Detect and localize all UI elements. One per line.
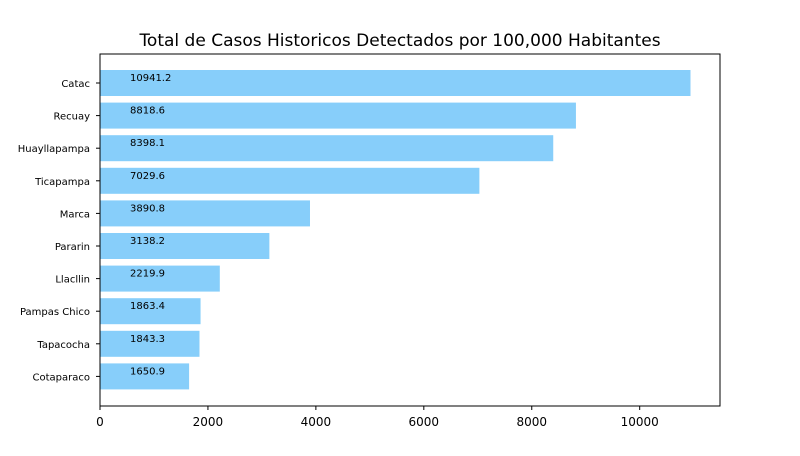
- chart-title: Total de Casos Historicos Detectados por…: [138, 31, 660, 51]
- bar-pampas-chico: [100, 298, 201, 325]
- bar-cotaparaco: [100, 363, 190, 390]
- bar-value-label: 1863.4: [130, 301, 165, 312]
- category-label: Cotaparaco: [33, 372, 90, 383]
- bar-value-label: 8398.1: [130, 138, 165, 149]
- x-tick-label: 8000: [516, 415, 547, 429]
- bar-tapacocha: [100, 330, 200, 357]
- bar-value-label: 10941.2: [130, 73, 171, 84]
- category-label: Catac: [61, 79, 90, 90]
- category-label: Pampas Chico: [20, 307, 90, 318]
- x-tick-label: 2000: [193, 415, 224, 429]
- category-label: Pararin: [55, 242, 90, 253]
- bar-marca: [100, 200, 310, 227]
- bar-catac: [100, 70, 691, 96]
- bar-value-label: 7029.6: [130, 171, 165, 182]
- category-label: Tapacocha: [36, 340, 90, 351]
- category-label: Recuay: [53, 112, 90, 123]
- bar-recuay: [100, 102, 576, 129]
- x-axis-ticks: 0 2000 4000 6000 8000 10000: [96, 406, 659, 429]
- x-tick-label: 6000: [409, 415, 440, 429]
- bar-ticapampa: [100, 167, 480, 194]
- bar-value-label: 1843.3: [130, 334, 165, 345]
- bar-value-label: 8818.6: [130, 106, 165, 117]
- category-label: Marca: [60, 209, 90, 220]
- bar-pararin: [100, 233, 270, 259]
- x-tick-label: 0: [96, 415, 104, 429]
- category-labels: Catac Recuay Huayllapampa Ticapampa Marca Par…: [18, 79, 100, 383]
- x-tick-label: 10000: [621, 415, 659, 429]
- bar-value-label: 3138.2: [130, 236, 165, 247]
- bar-value-label: 1650.9: [130, 366, 165, 377]
- x-tick-label: 4000: [301, 415, 332, 429]
- bar-value-label: 3890.8: [130, 203, 165, 214]
- bar-value-label: 2219.9: [130, 269, 165, 280]
- bars-layer: 10941.2 8818.6 8398.1 7029.6 3890.8 3138.2 221…: [100, 70, 691, 390]
- bar-llacllin: [100, 265, 220, 292]
- category-label: Ticapampa: [34, 177, 90, 188]
- category-label: Huayllapampa: [18, 144, 90, 155]
- category-label: Llacllin: [55, 275, 90, 286]
- plot-frame: [99, 53, 721, 407]
- bar-huayllapampa: [100, 135, 554, 162]
